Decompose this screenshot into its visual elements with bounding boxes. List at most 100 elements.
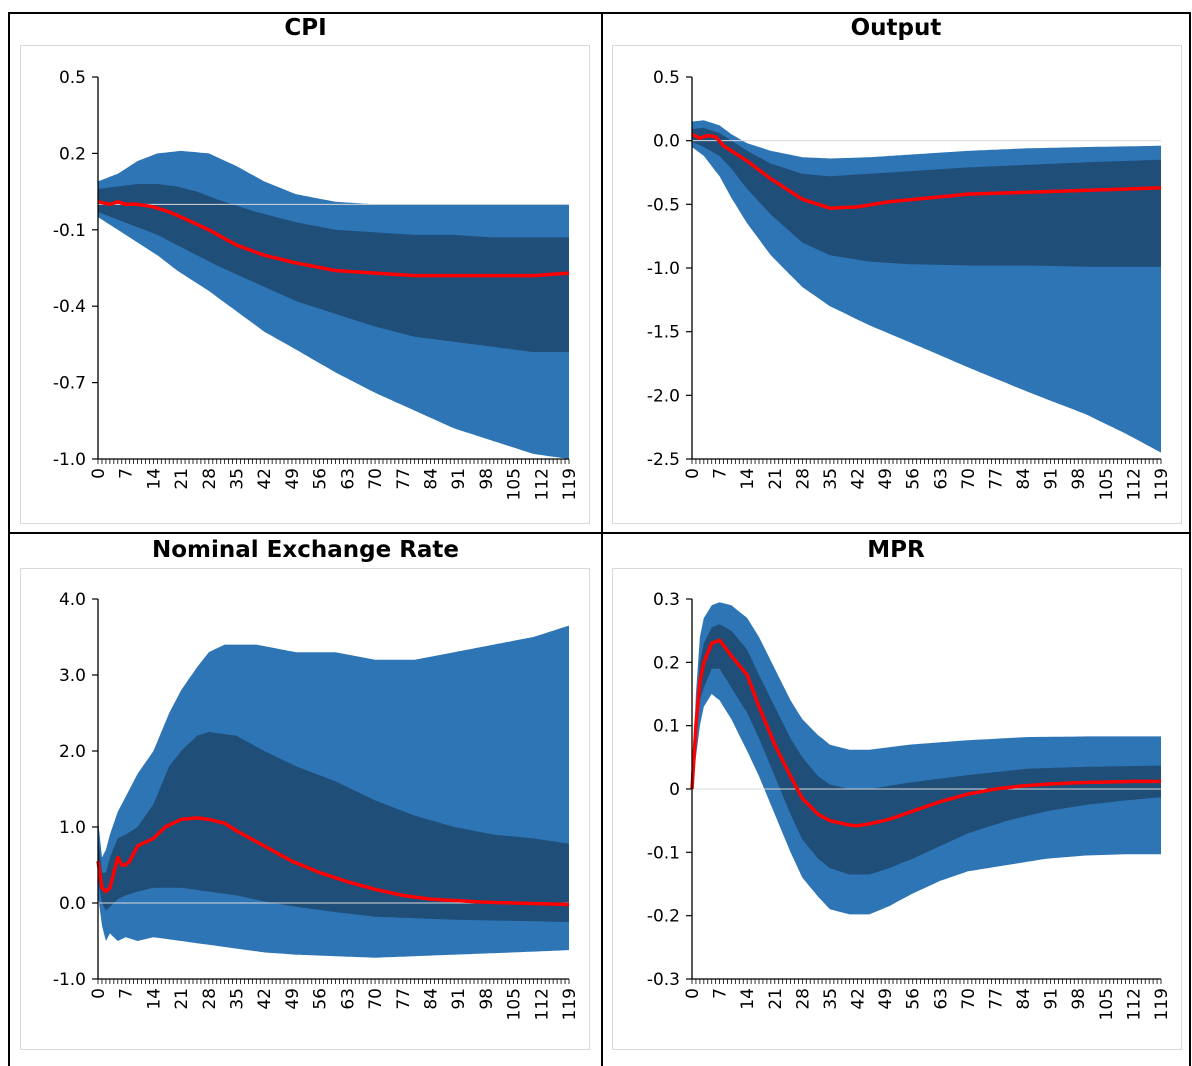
- grid-line-top: [8, 12, 1191, 14]
- x-tick-label-exchange-rate: 28: [200, 988, 220, 1010]
- x-tick-label-output: 28: [793, 468, 813, 490]
- x-tick-label-output: 105: [1097, 468, 1117, 500]
- inner-band-cpi: [98, 184, 569, 352]
- y-tick-label-cpi: 0.5: [59, 68, 86, 88]
- x-tick-label-exchange-rate: 42: [255, 988, 275, 1010]
- x-tick-label-mpr: 56: [904, 988, 924, 1010]
- median-line-mpr: [690, 638, 1161, 828]
- y-tick-label-output: -2.0: [647, 386, 680, 406]
- x-tick-label-exchange-rate: 70: [366, 988, 386, 1010]
- x-tick-label-exchange-rate: 21: [172, 988, 192, 1010]
- y-tick-label-mpr: -0.2: [647, 907, 680, 927]
- x-tick-label-exchange-rate: 105: [505, 988, 525, 1020]
- panel-title-cpi: CPI: [284, 15, 327, 41]
- x-tick-label-exchange-rate: 112: [532, 988, 552, 1020]
- x-tick-label-cpi: 7: [117, 468, 137, 479]
- panel-title-exchange-rate: Nominal Exchange Rate: [151, 537, 460, 563]
- x-tick-label-cpi: 0: [89, 468, 109, 479]
- y-tick-label-output: -1.5: [647, 323, 680, 343]
- x-tick-label-cpi: 84: [421, 468, 441, 490]
- x-tick-label-mpr: 14: [738, 988, 758, 1010]
- x-tick-label-mpr: 91: [1042, 988, 1062, 1010]
- x-tick-label-output: 77: [986, 468, 1006, 490]
- x-tick-label-output: 14: [738, 468, 758, 490]
- x-tick-label-output: 84: [1014, 468, 1034, 490]
- x-tick-label-exchange-rate: 91: [449, 988, 469, 1010]
- grid-line-right: [1189, 12, 1191, 1066]
- y-tick-label-mpr: 0.3: [653, 590, 680, 610]
- y-tick-label-exchange-rate: 0.0: [59, 894, 86, 914]
- x-tick-label-mpr: 112: [1124, 988, 1144, 1020]
- inner-band-exchange-rate: [98, 732, 569, 922]
- x-tick-label-exchange-rate: 119: [560, 988, 580, 1020]
- x-tick-label-exchange-rate: 63: [338, 988, 358, 1010]
- x-tick-label-cpi: 35: [228, 468, 248, 490]
- y-tick-label-exchange-rate: 3.0: [59, 666, 86, 686]
- median-line-cpi: [97, 200, 570, 278]
- x-tick-label-output: 21: [766, 468, 786, 490]
- x-tick-label-mpr: 105: [1097, 988, 1117, 1020]
- x-tick-label-exchange-rate: 77: [394, 988, 414, 1010]
- x-tick-label-mpr: 84: [1014, 988, 1034, 1010]
- y-tick-label-cpi: -0.4: [53, 297, 86, 317]
- x-tick-label-cpi: 91: [449, 468, 469, 490]
- y-tick-label-mpr: 0.1: [653, 717, 680, 737]
- median-line-exchange-rate: [96, 816, 569, 907]
- x-tick-label-output: 7: [711, 468, 731, 479]
- x-tick-label-cpi: 112: [532, 468, 552, 500]
- x-tick-label-cpi: 21: [172, 468, 192, 490]
- y-tick-label-mpr: -0.3: [647, 970, 680, 990]
- x-tick-label-cpi: 98: [477, 468, 497, 490]
- x-tick-label-mpr: 7: [711, 988, 731, 999]
- y-tick-label-cpi: -0.7: [53, 374, 86, 394]
- y-tick-label-exchange-rate: 4.0: [59, 590, 86, 610]
- x-tick-label-output: 56: [904, 468, 924, 490]
- x-tick-label-exchange-rate: 14: [144, 988, 164, 1010]
- x-tick-label-cpi: 63: [338, 468, 358, 490]
- x-tick-label-cpi: 14: [144, 468, 164, 490]
- x-tick-label-output: 119: [1152, 468, 1172, 500]
- inner-band-mpr: [692, 624, 1161, 875]
- x-tick-label-cpi: 77: [394, 468, 414, 490]
- x-tick-label-cpi: 28: [200, 468, 220, 490]
- y-tick-label-output: -1.0: [647, 259, 680, 279]
- x-tick-label-cpi: 105: [505, 468, 525, 500]
- x-tick-label-cpi: 49: [283, 468, 303, 490]
- x-tick-label-output: 35: [821, 468, 841, 490]
- x-tick-label-exchange-rate: 49: [283, 988, 303, 1010]
- x-tick-label-output: 98: [1069, 468, 1089, 490]
- y-tick-label-output: -0.5: [647, 195, 680, 215]
- y-tick-label-output: 0.5: [653, 68, 680, 88]
- x-tick-label-mpr: 21: [766, 988, 786, 1010]
- panel-title-output: Output: [850, 15, 942, 41]
- x-tick-label-output: 49: [876, 468, 896, 490]
- x-tick-label-output: 0: [683, 468, 703, 479]
- x-tick-label-exchange-rate: 35: [228, 988, 248, 1010]
- x-tick-label-exchange-rate: 0: [89, 988, 109, 999]
- y-tick-label-exchange-rate: 1.0: [59, 818, 86, 838]
- x-tick-label-mpr: 49: [876, 988, 896, 1010]
- x-tick-label-output: 63: [931, 468, 951, 490]
- x-tick-label-mpr: 42: [849, 988, 869, 1010]
- y-tick-label-exchange-rate: 2.0: [59, 742, 86, 762]
- x-tick-label-mpr: 119: [1152, 988, 1172, 1020]
- x-tick-label-exchange-rate: 56: [311, 988, 331, 1010]
- x-tick-label-output: 70: [959, 468, 979, 490]
- outer-band-mpr: [692, 602, 1161, 915]
- x-tick-label-mpr: 63: [931, 988, 951, 1010]
- x-tick-label-exchange-rate: 98: [477, 988, 497, 1010]
- x-tick-label-mpr: 98: [1069, 988, 1089, 1010]
- y-tick-label-output: 0.0: [653, 132, 680, 152]
- x-tick-label-cpi: 70: [366, 468, 386, 490]
- x-tick-label-output: 91: [1042, 468, 1062, 490]
- y-tick-label-cpi: 0.2: [59, 144, 86, 164]
- x-tick-label-mpr: 35: [821, 988, 841, 1010]
- y-tick-label-mpr: -0.1: [647, 843, 680, 863]
- y-tick-label-exchange-rate: -1.0: [53, 970, 86, 990]
- x-tick-label-cpi: 42: [255, 468, 275, 490]
- x-tick-label-mpr: 77: [986, 988, 1006, 1010]
- grid-line-left: [8, 12, 10, 1066]
- grid-line-middle: [8, 532, 1191, 534]
